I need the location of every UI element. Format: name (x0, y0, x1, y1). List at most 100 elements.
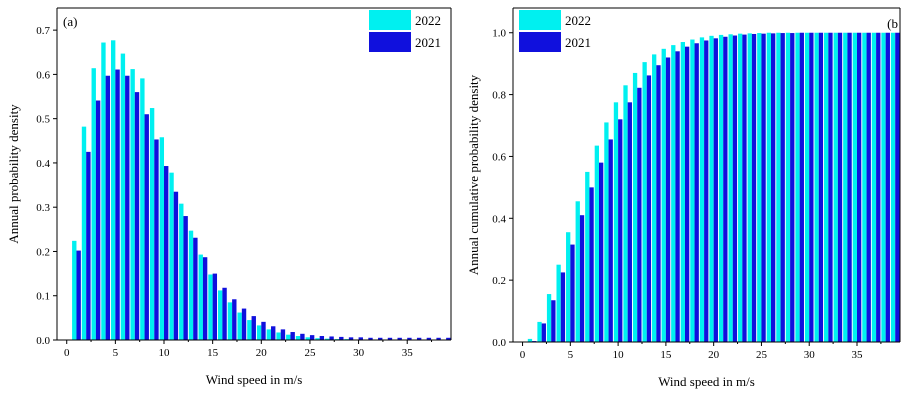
legend-swatch-2021 (519, 32, 561, 52)
bar-2022-35 (852, 32, 857, 343)
bar-2022-19 (699, 37, 705, 342)
bar-2022-7 (130, 69, 135, 340)
bar-2021-36 (416, 337, 422, 340)
bar-2022-19 (247, 320, 252, 340)
bar-2021-19 (704, 40, 709, 342)
bar-2021-24 (751, 33, 757, 342)
bar-2022-8 (594, 145, 599, 342)
y-axis-label: Annual probability density (6, 104, 21, 244)
bar-2021-11 (173, 191, 179, 340)
bar-2021-29 (799, 32, 804, 343)
x-tick-label: 5 (568, 349, 574, 361)
bar-2022-10 (613, 102, 619, 342)
bar-2022-6 (120, 53, 126, 341)
bar-2022-18 (690, 39, 695, 342)
bar-2021-24 (300, 333, 305, 340)
bar-2021-13 (646, 75, 652, 343)
bar-2021-29 (348, 337, 354, 340)
bar-2021-34 (847, 32, 852, 343)
bar-2021-1 (76, 250, 81, 340)
bar-2021-39 (446, 337, 451, 340)
x-tick-label: 0 (64, 347, 70, 359)
bar-2022-13 (642, 62, 647, 343)
bar-2021-33 (387, 337, 393, 340)
bar-2021-28 (790, 33, 795, 343)
bar-2021-6 (579, 215, 585, 342)
bar-2022-5 (110, 40, 116, 341)
bar-2021-16 (675, 51, 680, 343)
bar-2022-9 (149, 108, 155, 340)
bar-2021-3 (551, 300, 556, 342)
bar-2021-16 (222, 287, 227, 340)
bar-2021-37 (426, 337, 432, 340)
legend-swatch-2021 (369, 32, 411, 52)
chart-panel-b: 0 5 10 15 20 25 30 35 0.0 0.2 0.4 0.6 0.8 1.0 Wind spe… (466, 7, 901, 389)
bar-2022-21 (718, 34, 724, 342)
bar-2021-20 (713, 38, 718, 343)
y-tick-label: 0.4 (36, 158, 50, 170)
bar-2022-7 (585, 171, 590, 342)
bar-2021-27 (780, 33, 785, 343)
bar-2022-36 (862, 32, 867, 343)
bar-2022-2 (81, 126, 87, 340)
bar-2021-9 (154, 139, 159, 340)
y-tick-label: 0.6 (36, 69, 50, 81)
bar-2022-1 (72, 240, 77, 340)
bar-2022-14 (652, 54, 657, 342)
bar-2022-37 (871, 32, 877, 343)
x-tick-label: 10 (613, 349, 625, 361)
y-tick-label: 0.5 (36, 114, 50, 126)
bar-2021-4 (560, 272, 566, 342)
bar-2021-20 (261, 321, 266, 340)
bar-2021-22 (280, 329, 286, 340)
x-tick-label: 0 (520, 349, 526, 361)
x-tick-label: 30 (353, 347, 365, 359)
bar-2021-37 (876, 32, 881, 343)
bar-2021-19 (251, 316, 256, 340)
bar-2022-3 (546, 294, 552, 342)
bar-2022-32 (824, 32, 829, 343)
bar-2022-28 (785, 32, 791, 343)
bar-2021-36 (866, 32, 871, 343)
bar-2022-26 (766, 32, 771, 343)
bar-2022-38 (881, 32, 886, 343)
x-tick-label: 20 (256, 347, 268, 359)
bar-2022-1 (527, 338, 533, 342)
bar-2022-23 (286, 334, 291, 340)
x-tick-label: 35 (402, 347, 414, 359)
y-tick-label: 0.4 (492, 213, 506, 225)
x-tick-label: 25 (756, 349, 768, 361)
bar-2022-27 (776, 32, 781, 343)
bar-2022-30 (804, 32, 810, 343)
y-tick-label: 0.3 (36, 202, 50, 214)
bar-2021-17 (685, 46, 690, 342)
y-tick-label: 0.2 (36, 246, 50, 258)
bar-2021-27 (329, 336, 334, 340)
bar-2021-31 (368, 337, 373, 340)
bar-2021-32 (378, 337, 383, 340)
bar-2022-16 (218, 290, 223, 340)
x-tick-label: 10 (159, 347, 171, 359)
bar-2022-20 (709, 35, 714, 342)
bar-2021-21 (723, 36, 728, 342)
bar-2021-5 (115, 69, 120, 340)
bar-2021-6 (125, 75, 130, 340)
bar-2021-4 (105, 75, 111, 340)
y-tick-label: 1.0 (492, 28, 506, 40)
bar-2022-20 (256, 325, 262, 340)
bar-2022-6 (575, 201, 580, 342)
x-tick-label: 5 (113, 347, 119, 359)
bar-2022-8 (140, 78, 145, 340)
bar-2021-8 (144, 114, 149, 341)
bar-2022-22 (728, 34, 733, 342)
bar-2022-23 (738, 33, 743, 343)
bar-2022-22 (276, 332, 281, 340)
y-tick-label: 0.0 (492, 337, 506, 349)
bar-2021-35 (407, 337, 412, 340)
x-tick-label: 15 (207, 347, 219, 359)
bar-2021-33 (837, 32, 843, 343)
bar-2021-32 (828, 32, 833, 343)
legend-swatch-2022 (369, 10, 411, 30)
bar-2021-30 (809, 32, 814, 343)
